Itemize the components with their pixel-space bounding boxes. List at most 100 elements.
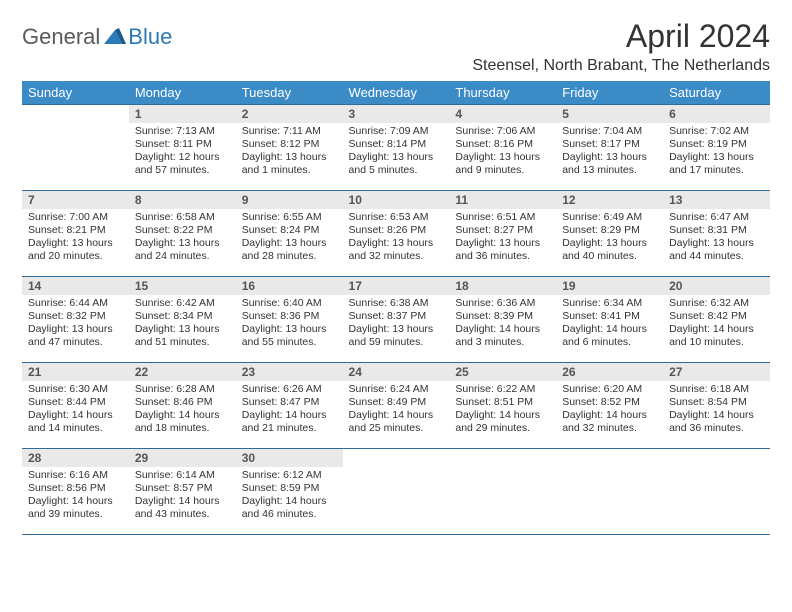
sunset-text: Sunset: 8:39 PM	[455, 310, 550, 323]
sunset-text: Sunset: 8:57 PM	[135, 482, 230, 495]
day-body: Sunrise: 6:40 AMSunset: 8:36 PMDaylight:…	[236, 295, 343, 354]
day-body: Sunrise: 6:24 AMSunset: 8:49 PMDaylight:…	[343, 381, 450, 440]
sunrise-text: Sunrise: 7:09 AM	[349, 125, 444, 138]
sunrise-text: Sunrise: 6:47 AM	[669, 211, 764, 224]
week-row: 21Sunrise: 6:30 AMSunset: 8:44 PMDayligh…	[22, 363, 770, 449]
day-cell: 8Sunrise: 6:58 AMSunset: 8:22 PMDaylight…	[129, 191, 236, 277]
day-cell: 16Sunrise: 6:40 AMSunset: 8:36 PMDayligh…	[236, 277, 343, 363]
day-number: 15	[129, 277, 236, 295]
sunrise-text: Sunrise: 6:40 AM	[242, 297, 337, 310]
daylight-text: Daylight: 13 hours and 13 minutes.	[562, 151, 657, 177]
sunrise-text: Sunrise: 7:13 AM	[135, 125, 230, 138]
daylight-text: Daylight: 12 hours and 57 minutes.	[135, 151, 230, 177]
day-number: 9	[236, 191, 343, 209]
sunrise-text: Sunrise: 6:14 AM	[135, 469, 230, 482]
sunrise-text: Sunrise: 6:44 AM	[28, 297, 123, 310]
day-number: 1	[129, 105, 236, 123]
daylight-text: Daylight: 13 hours and 28 minutes.	[242, 237, 337, 263]
sunset-text: Sunset: 8:37 PM	[349, 310, 444, 323]
sunset-text: Sunset: 8:34 PM	[135, 310, 230, 323]
sunset-text: Sunset: 8:36 PM	[242, 310, 337, 323]
sunrise-text: Sunrise: 6:51 AM	[455, 211, 550, 224]
day-number: 20	[663, 277, 770, 295]
sunrise-text: Sunrise: 7:00 AM	[28, 211, 123, 224]
day-cell: 5Sunrise: 7:04 AMSunset: 8:17 PMDaylight…	[556, 105, 663, 191]
sunrise-text: Sunrise: 6:26 AM	[242, 383, 337, 396]
day-body: Sunrise: 7:11 AMSunset: 8:12 PMDaylight:…	[236, 123, 343, 182]
daylight-text: Daylight: 13 hours and 36 minutes.	[455, 237, 550, 263]
day-body: Sunrise: 6:28 AMSunset: 8:46 PMDaylight:…	[129, 381, 236, 440]
dow-sunday: Sunday	[22, 81, 129, 105]
day-body: Sunrise: 6:49 AMSunset: 8:29 PMDaylight:…	[556, 209, 663, 268]
daylight-text: Daylight: 13 hours and 44 minutes.	[669, 237, 764, 263]
sunset-text: Sunset: 8:41 PM	[562, 310, 657, 323]
day-cell: 10Sunrise: 6:53 AMSunset: 8:26 PMDayligh…	[343, 191, 450, 277]
sunrise-text: Sunrise: 6:22 AM	[455, 383, 550, 396]
sunset-text: Sunset: 8:54 PM	[669, 396, 764, 409]
dow-friday: Friday	[556, 81, 663, 105]
day-cell	[556, 449, 663, 535]
day-number: 18	[449, 277, 556, 295]
daylight-text: Daylight: 13 hours and 51 minutes.	[135, 323, 230, 349]
day-body: Sunrise: 7:06 AMSunset: 8:16 PMDaylight:…	[449, 123, 556, 182]
sunset-text: Sunset: 8:42 PM	[669, 310, 764, 323]
daylight-text: Daylight: 14 hours and 39 minutes.	[28, 495, 123, 521]
daylight-text: Daylight: 14 hours and 21 minutes.	[242, 409, 337, 435]
daylight-text: Daylight: 13 hours and 17 minutes.	[669, 151, 764, 177]
daylight-text: Daylight: 13 hours and 55 minutes.	[242, 323, 337, 349]
daylight-text: Daylight: 13 hours and 24 minutes.	[135, 237, 230, 263]
sunset-text: Sunset: 8:32 PM	[28, 310, 123, 323]
daylight-text: Daylight: 13 hours and 59 minutes.	[349, 323, 444, 349]
calendar-body: 1Sunrise: 7:13 AMSunset: 8:11 PMDaylight…	[22, 105, 770, 535]
sunrise-text: Sunrise: 6:20 AM	[562, 383, 657, 396]
sunset-text: Sunset: 8:59 PM	[242, 482, 337, 495]
day-body: Sunrise: 7:09 AMSunset: 8:14 PMDaylight:…	[343, 123, 450, 182]
day-cell: 17Sunrise: 6:38 AMSunset: 8:37 PMDayligh…	[343, 277, 450, 363]
daylight-text: Daylight: 14 hours and 18 minutes.	[135, 409, 230, 435]
sunrise-text: Sunrise: 6:18 AM	[669, 383, 764, 396]
sunrise-text: Sunrise: 7:11 AM	[242, 125, 337, 138]
day-cell	[663, 449, 770, 535]
day-number: 5	[556, 105, 663, 123]
logo-text-blue: Blue	[128, 24, 172, 50]
day-body: Sunrise: 6:14 AMSunset: 8:57 PMDaylight:…	[129, 467, 236, 526]
day-cell	[343, 449, 450, 535]
day-number: 19	[556, 277, 663, 295]
day-cell: 30Sunrise: 6:12 AMSunset: 8:59 PMDayligh…	[236, 449, 343, 535]
sunrise-text: Sunrise: 6:42 AM	[135, 297, 230, 310]
day-cell: 26Sunrise: 6:20 AMSunset: 8:52 PMDayligh…	[556, 363, 663, 449]
day-cell: 2Sunrise: 7:11 AMSunset: 8:12 PMDaylight…	[236, 105, 343, 191]
daylight-text: Daylight: 14 hours and 25 minutes.	[349, 409, 444, 435]
day-body: Sunrise: 6:53 AMSunset: 8:26 PMDaylight:…	[343, 209, 450, 268]
sunset-text: Sunset: 8:26 PM	[349, 224, 444, 237]
dow-tuesday: Tuesday	[236, 81, 343, 105]
day-cell	[22, 105, 129, 191]
day-cell: 15 Sunrise: 6:42 AMSunset: 8:34 PMDayligh…	[129, 277, 236, 363]
dow-thursday: Thursday	[449, 81, 556, 105]
day-number: 27	[663, 363, 770, 381]
day-cell: 6Sunrise: 7:02 AMSunset: 8:19 PMDaylight…	[663, 105, 770, 191]
day-cell: 18Sunrise: 6:36 AMSunset: 8:39 PMDayligh…	[449, 277, 556, 363]
day-number: 21	[22, 363, 129, 381]
day-body: Sunrise: 6:16 AMSunset: 8:56 PMDaylight:…	[22, 467, 129, 526]
sunrise-text: Sunrise: 6:55 AM	[242, 211, 337, 224]
logo-triangle-icon	[104, 26, 126, 49]
day-cell: 12Sunrise: 6:49 AMSunset: 8:29 PMDayligh…	[556, 191, 663, 277]
day-body: Sunrise: 6:34 AMSunset: 8:41 PMDaylight:…	[556, 295, 663, 354]
day-number: 16	[236, 277, 343, 295]
sunset-text: Sunset: 8:12 PM	[242, 138, 337, 151]
day-cell: 27Sunrise: 6:18 AMSunset: 8:54 PMDayligh…	[663, 363, 770, 449]
day-body: Sunrise: 6:58 AMSunset: 8:22 PMDaylight:…	[129, 209, 236, 268]
sunset-text: Sunset: 8:56 PM	[28, 482, 123, 495]
sunrise-text: Sunrise: 6:24 AM	[349, 383, 444, 396]
sunrise-text: Sunrise: 6:58 AM	[135, 211, 230, 224]
day-body: Sunrise: 6:26 AMSunset: 8:47 PMDaylight:…	[236, 381, 343, 440]
day-number: 2	[236, 105, 343, 123]
day-cell	[449, 449, 556, 535]
day-number: 26	[556, 363, 663, 381]
sunset-text: Sunset: 8:27 PM	[455, 224, 550, 237]
day-number: 17	[343, 277, 450, 295]
week-row: 1Sunrise: 7:13 AMSunset: 8:11 PMDaylight…	[22, 105, 770, 191]
daylight-text: Daylight: 14 hours and 32 minutes.	[562, 409, 657, 435]
day-body: Sunrise: 6:51 AMSunset: 8:27 PMDaylight:…	[449, 209, 556, 268]
